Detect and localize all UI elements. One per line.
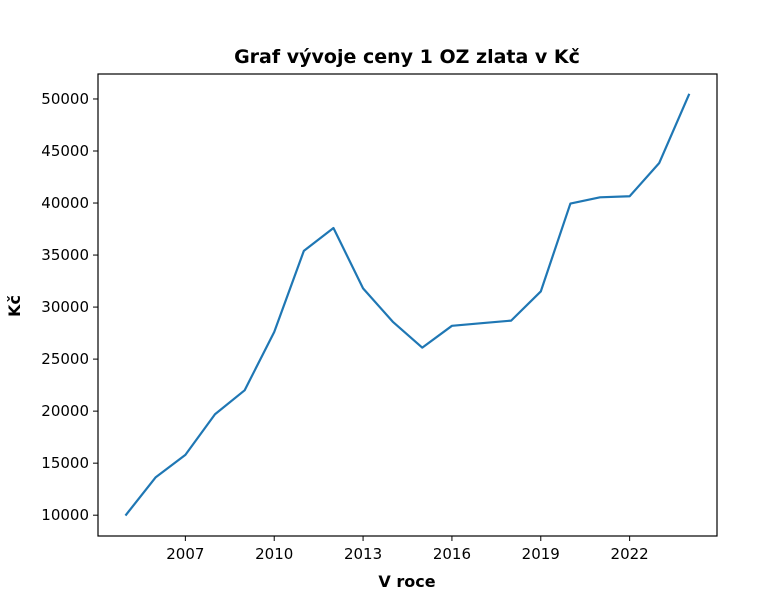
x-tick-label: 2007 — [166, 545, 204, 563]
plot-frame — [97, 73, 718, 537]
plot-area: 10000 15000 20000 25000 30000 35000 40000 45000… — [41, 90, 691, 563]
y-tick-label: 20000 — [41, 402, 89, 420]
series-line — [124, 93, 691, 517]
x-axis-label: V roce — [378, 572, 435, 591]
y-axis-label: Kč — [5, 295, 24, 317]
y-tick-label: 10000 — [41, 506, 89, 524]
y-tick-label: 40000 — [41, 194, 89, 212]
y-tick-label: 25000 — [41, 350, 89, 368]
y-tick-label: 30000 — [41, 298, 89, 316]
x-tick-label: 2016 — [433, 545, 471, 563]
x-tick-label: 2019 — [522, 545, 560, 563]
y-tick-label: 35000 — [41, 246, 89, 264]
chart-title: Graf vývoje ceny 1 OZ zlata v Kč — [234, 46, 580, 68]
x-tick-label: 2013 — [344, 545, 382, 563]
x-tick-label: 2022 — [611, 545, 649, 563]
y-tick-label: 45000 — [41, 142, 89, 160]
x-tick-label: 2010 — [255, 545, 293, 563]
y-tick-label: 15000 — [41, 454, 89, 472]
y-tick-label: 50000 — [41, 90, 89, 108]
